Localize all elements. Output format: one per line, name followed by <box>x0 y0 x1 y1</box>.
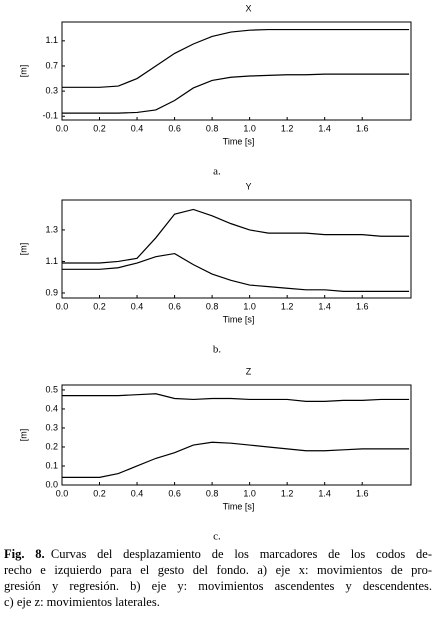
y-tick-label: 0.3 <box>45 422 58 432</box>
x-tick-label: 1.2 <box>281 301 294 311</box>
caption-line: gresión y regresión. b) eje y: movimient… <box>4 578 432 594</box>
x-tick-label: 0.8 <box>206 488 219 498</box>
y-tick-label: 0.7 <box>45 60 58 70</box>
x-tick-label: 0.2 <box>93 301 106 311</box>
x-tick-label: 1.6 <box>356 123 369 133</box>
x-tick-label: 1.2 <box>281 123 294 133</box>
x-tick-label: 0.2 <box>93 123 106 133</box>
y-tick-label: 0.1 <box>45 460 58 470</box>
x-tick-label: 0.2 <box>93 488 106 498</box>
x-axis-label: Time [s] <box>223 314 255 324</box>
line <box>62 252 410 292</box>
y-axis-label: [m] <box>18 65 28 78</box>
x-tick-label: 1.0 <box>243 488 256 498</box>
plot-frame <box>61 384 412 486</box>
caption-line: Fig. 8. Curvas del desplazamiento de los… <box>4 546 432 562</box>
line <box>62 208 410 264</box>
line <box>62 393 410 402</box>
figure-label: Fig. 8. <box>4 547 45 561</box>
x-tick-label: 0.6 <box>168 123 181 133</box>
caption-line: c) eje z: movimientos laterales. <box>4 594 432 610</box>
x-tick-label: 1.6 <box>356 301 369 311</box>
y-tick-label: 1.3 <box>45 224 58 234</box>
x-tick-label: 0.6 <box>168 301 181 311</box>
x-tick-label: 0.8 <box>206 301 219 311</box>
y-tick-label: 0.4 <box>45 403 58 413</box>
chart-title: X <box>245 3 251 13</box>
plot-frame <box>61 21 412 121</box>
caption-line: recho e izquierdo para el gesto del fond… <box>4 562 432 578</box>
caption-text: Curvas del desplazamiento de los marcado… <box>50 547 432 561</box>
x-tick-label: 0.4 <box>131 123 144 133</box>
x-tick-label: 0.6 <box>168 488 181 498</box>
y-axis-label: [m] <box>18 243 28 256</box>
y-axis-label: [m] <box>18 429 28 442</box>
y-tick-label: 0.5 <box>45 384 58 394</box>
line <box>62 441 410 478</box>
x-tick-label: 0.4 <box>131 301 144 311</box>
x-tick-label: 0.0 <box>56 123 69 133</box>
x-tick-label: 0.0 <box>56 301 69 311</box>
caption: Fig. 8. Curvas del desplazamiento de los… <box>4 546 432 610</box>
y-tick-label: 0.3 <box>45 85 58 95</box>
x-tick-label: 1.6 <box>356 488 369 498</box>
line <box>62 73 410 114</box>
y-tick-label: -0.1 <box>42 111 58 121</box>
x-axis-label: Time [s] <box>223 136 255 146</box>
y-tick-label: 0.2 <box>45 441 58 451</box>
x-tick-label: 1.4 <box>318 123 331 133</box>
line <box>62 28 410 88</box>
caption-text: gresión y regresión. b) eje y: movimient… <box>4 579 432 593</box>
subcaption: c. <box>213 531 221 543</box>
y-tick-label: 1.1 <box>45 256 58 266</box>
x-tick-label: 1.2 <box>281 488 294 498</box>
y-tick-label: 0.9 <box>45 287 58 297</box>
caption-text: c) eje z: movimientos laterales. <box>4 595 160 609</box>
x-tick-label: 0.0 <box>56 488 69 498</box>
plot-frame <box>61 199 412 299</box>
y-tick-label: 1.1 <box>45 35 58 45</box>
subcaption: a. <box>213 166 221 178</box>
charts: X 0.0 0.2 0.4 0.6 0.8 1.0 1.2 1.4 1.6 -0.1 0.3 0.7 1.… <box>18 3 412 543</box>
chart-title: Z <box>246 366 252 376</box>
chart-title: Y <box>245 181 251 191</box>
caption-text: recho e izquierdo para el gesto del fond… <box>4 563 432 577</box>
x-axis-label: Time [s] <box>223 501 255 511</box>
x-tick-label: 1.0 <box>243 301 256 311</box>
y-tick-label: 0.0 <box>45 479 58 489</box>
x-tick-label: 1.4 <box>318 488 331 498</box>
x-tick-label: 1.0 <box>243 123 256 133</box>
x-tick-label: 0.8 <box>206 123 219 133</box>
subcaption: b. <box>213 344 222 356</box>
x-tick-label: 0.4 <box>131 488 144 498</box>
x-tick-label: 1.4 <box>318 301 331 311</box>
